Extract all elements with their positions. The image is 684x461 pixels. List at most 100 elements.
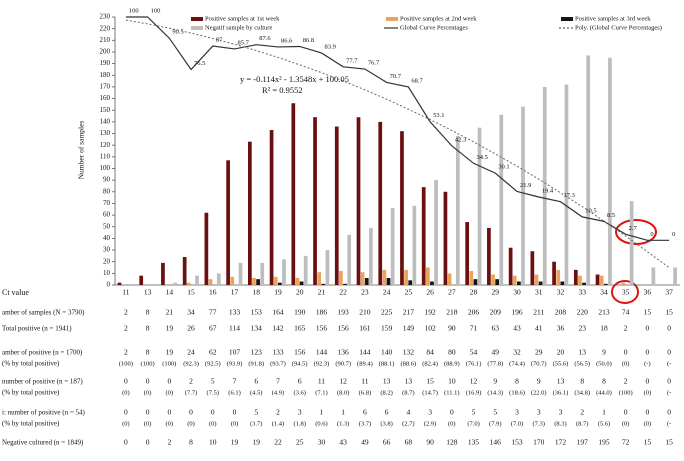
table-cell: (70.7): [531, 360, 547, 367]
y-tick-label: 140: [100, 117, 111, 125]
table-cell: 77: [209, 308, 217, 317]
x-tick-label: 22: [339, 288, 347, 297]
bar: [465, 222, 470, 285]
bar: [573, 269, 578, 285]
table-cell: 133: [229, 308, 241, 317]
table-cell: (88.9): [444, 360, 460, 367]
table-cell: (34.8): [574, 389, 590, 396]
data-label: 77.7: [346, 57, 358, 64]
data-label: 42.3: [455, 136, 466, 143]
table-cell: 9: [493, 377, 497, 386]
table-cell: 8: [146, 348, 150, 357]
table-cell: 218: [446, 308, 458, 317]
table-cell: 29: [535, 348, 543, 357]
table-cell: 156: [294, 348, 306, 357]
table-cell: 0: [233, 408, 237, 417]
table-cell: (100): [119, 360, 133, 367]
bar: [226, 160, 230, 285]
bar: [603, 283, 608, 285]
table-cell: 0: [124, 408, 128, 417]
table-cell: (8.7): [576, 420, 588, 427]
bar: [303, 255, 308, 285]
table-cell: 220: [577, 308, 589, 317]
bar: [360, 272, 365, 285]
table-cell: 19: [231, 438, 239, 447]
table-cell: 9: [602, 348, 606, 357]
table-cell: 0: [667, 377, 671, 386]
table-cell: 132: [403, 348, 415, 357]
table-cell: (8.3): [554, 420, 566, 427]
data-label: 86.6: [281, 37, 293, 44]
bar: [487, 227, 491, 285]
y-tick-label: 0: [107, 281, 111, 289]
data-label: 10.5: [585, 207, 596, 214]
bar: [552, 261, 556, 285]
table-cell: 90: [426, 438, 434, 447]
bar: [556, 269, 561, 285]
table-cell: (4.9): [272, 389, 284, 396]
table-cell: 62: [209, 348, 217, 357]
data-label: 53.1: [433, 112, 444, 119]
table-cell: 206: [468, 308, 480, 317]
table-cell: 19: [166, 348, 174, 357]
table-cell: (0): [187, 420, 195, 427]
x-tick-label: 15: [187, 288, 195, 297]
table-cell: (1.3): [337, 420, 349, 427]
table-cell: 159: [381, 324, 393, 333]
table-cell: (100): [141, 360, 155, 367]
table-cell: (76.1): [466, 360, 482, 367]
x-tick-label: 29: [492, 288, 500, 297]
table-cell: 0: [167, 408, 171, 417]
table-cell: 54: [470, 348, 478, 357]
table-cell: (0): [644, 420, 652, 427]
data-label: 90.5: [172, 29, 183, 36]
table-cell: 211: [533, 308, 544, 317]
table-cell: 208: [555, 308, 567, 317]
data-label: 87: [216, 37, 223, 44]
bar: [455, 135, 460, 285]
table-cell: 102: [424, 324, 436, 333]
bar: [260, 262, 265, 285]
table-cell: 7: [276, 377, 280, 386]
bar: [491, 274, 495, 285]
table-cell: 135: [468, 438, 480, 447]
table-cell: (0): [622, 420, 630, 427]
data-label: 17.3: [563, 192, 574, 199]
table-cell: (74.4): [509, 360, 525, 367]
bar: [599, 275, 604, 285]
table-cell: 90: [448, 324, 456, 333]
bar: [325, 250, 330, 285]
table-cell: 2: [624, 324, 628, 333]
table-cell: 5: [254, 408, 258, 417]
table-cell: 0: [646, 377, 650, 386]
table-cell: 193: [338, 308, 350, 317]
table-cell: 170: [533, 438, 545, 447]
row-label: amber of positive (n = 1700): [2, 349, 83, 357]
table-cell: 0: [667, 348, 671, 357]
table-cell: 3: [428, 408, 432, 417]
bar: [139, 275, 144, 285]
bar: [608, 57, 612, 285]
x-tick-label: 16: [209, 288, 217, 297]
bar: [117, 282, 122, 285]
bar: [443, 191, 448, 285]
row-label: (% by total positive): [2, 389, 60, 397]
table-cell: 3: [298, 408, 302, 417]
table-cell: (0): [122, 389, 130, 396]
table-cell: 15: [644, 308, 652, 317]
table-cell: (8.2): [380, 389, 392, 396]
table-cell: 0: [646, 324, 650, 333]
table-cell: 161: [359, 324, 371, 333]
row-label: Total positive (n = 1941): [2, 325, 72, 333]
table-cell: 196: [511, 308, 523, 317]
table-cell: 8: [146, 308, 150, 317]
y-tick-label: 110: [100, 152, 111, 160]
bar: [208, 279, 213, 285]
table-cell: 197: [577, 438, 589, 447]
table-cell: 12: [470, 377, 478, 386]
y-tick-label: 150: [100, 106, 111, 114]
x-tick-label: 11: [122, 288, 129, 297]
table-cell: (89.4): [357, 360, 373, 367]
table-cell: 6: [363, 408, 367, 417]
table-cell: (14.3): [487, 389, 503, 396]
